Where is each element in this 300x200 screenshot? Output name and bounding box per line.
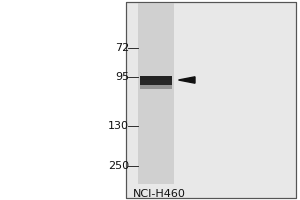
Text: 72: 72 <box>115 43 129 53</box>
Text: 95: 95 <box>115 72 129 82</box>
Bar <box>126 2 296 198</box>
Bar <box>140 85 172 89</box>
Bar <box>138 2 174 184</box>
Bar <box>140 75 172 84</box>
Text: NCI-H460: NCI-H460 <box>133 189 185 199</box>
Bar <box>140 76 172 80</box>
Bar <box>126 2 296 198</box>
Text: 130: 130 <box>108 121 129 131</box>
Polygon shape <box>178 77 195 83</box>
Text: 250: 250 <box>108 161 129 171</box>
